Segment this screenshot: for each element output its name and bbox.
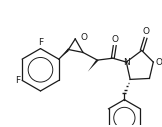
Text: O: O — [80, 33, 87, 42]
Text: O: O — [142, 27, 149, 36]
Polygon shape — [61, 48, 69, 57]
Text: O: O — [155, 58, 162, 67]
Text: N: N — [123, 58, 130, 67]
Text: F: F — [38, 38, 43, 47]
Text: F: F — [16, 76, 21, 85]
Polygon shape — [88, 60, 99, 72]
Text: O: O — [111, 35, 118, 44]
